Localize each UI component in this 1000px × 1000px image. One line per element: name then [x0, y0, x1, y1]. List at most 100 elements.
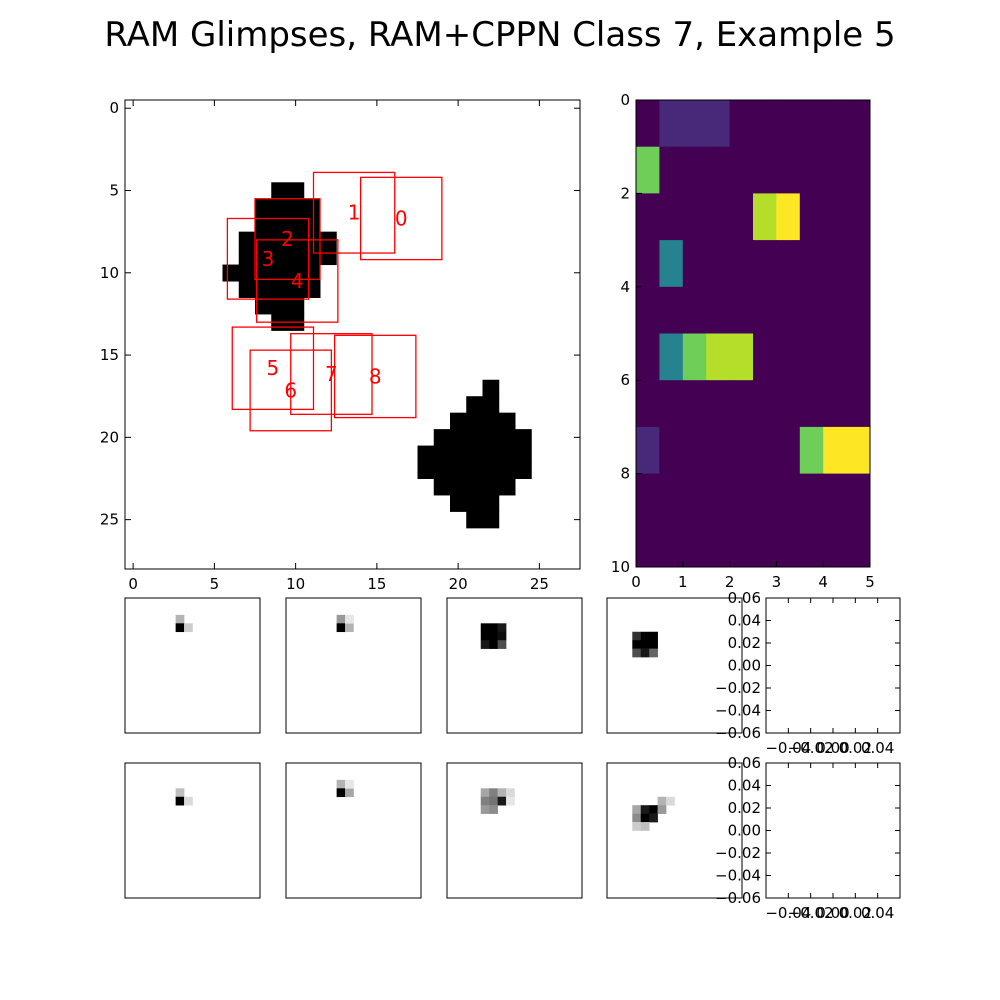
glimpse-label-1: 1 [348, 201, 361, 225]
activation-cell-4-4 [729, 286, 754, 334]
patch-pixel-5 [497, 796, 507, 806]
patch-pixel-3 [480, 631, 490, 641]
patch-bg [125, 598, 260, 733]
patch-pixel-8 [649, 648, 658, 658]
activation-cell-2-8 [823, 193, 848, 241]
empty-x-tick-label-2: 0.00 [816, 904, 849, 922]
x-tick-label-25: 25 [530, 575, 549, 593]
y-tick-label-20: 20 [100, 428, 119, 446]
activation-cell-5-1 [659, 333, 684, 381]
activation-cell-3-5 [753, 240, 777, 288]
patch-pixel-0 [336, 779, 346, 789]
activation-cell-8-1 [659, 473, 684, 521]
patch-0-3 [606, 597, 743, 734]
activation-cell-5-2 [682, 333, 707, 381]
activation-cell-9-5 [753, 520, 777, 568]
patch-pixel-2 [649, 805, 658, 814]
patch-pixel-1 [175, 796, 185, 806]
activation-cell-0-5 [753, 100, 777, 148]
activation-cell-2-2 [682, 193, 707, 241]
activation-cell-0-2 [682, 100, 707, 148]
patch-pixel-6 [480, 805, 490, 814]
activation-cell-3-2 [682, 240, 707, 288]
patch-frame [285, 762, 422, 899]
activation-cell-6-4 [729, 380, 754, 428]
shape-0-row-4 [238, 248, 337, 266]
patch-pixel-1 [640, 805, 650, 814]
patch-pixel-5 [649, 640, 658, 649]
shape-0-row-5 [222, 264, 321, 282]
act-y-tick-label-2: 2 [620, 184, 630, 202]
activation-cell-0-0 [636, 100, 660, 148]
act-x-tick-label-1: 1 [678, 573, 688, 591]
activation-cell-6-1 [659, 380, 684, 428]
act-x-tick-label-5: 5 [865, 573, 875, 591]
shape-1-row-4 [417, 445, 532, 463]
activation-cell-4-0 [636, 286, 660, 334]
shape-1-row-0 [482, 379, 500, 397]
y-tick-label-0: 0 [109, 99, 119, 117]
patch-pixel-7 [489, 805, 498, 814]
patch-pixel-0 [632, 631, 642, 641]
activation-cell-1-8 [823, 146, 848, 194]
empty-y-tick-label-5: −0.04 [715, 867, 761, 885]
activation-cell-0-7 [799, 100, 824, 148]
patch-pixel-1 [640, 631, 650, 641]
glimpse-box-7 [290, 333, 373, 415]
patch-pixel-2 [184, 623, 193, 633]
activation-cell-0-1 [659, 100, 684, 148]
shape-0-row-1 [255, 198, 321, 216]
activation-cell-9-4 [729, 520, 754, 568]
empty-x-tick-label-4: 0.04 [861, 904, 894, 922]
glimpse-label-4: 4 [291, 269, 304, 293]
empty-y-tick-label-0: 0.06 [728, 754, 761, 772]
shape-1-row-7 [450, 494, 500, 512]
activation-cell-7-6 [776, 426, 801, 475]
empty-y-tick-label-1: 0.04 [728, 612, 761, 630]
activation-cell-6-6 [776, 380, 801, 428]
empty-axes-1: −0.04−0.020.000.020.040.060.040.020.00−0… [715, 754, 901, 922]
shape-0-row-0 [271, 182, 305, 200]
empty-axes: −0.04−0.020.000.020.040.060.040.020.00−0… [715, 589, 901, 922]
activation-cell-2-1 [659, 193, 684, 241]
patch-pixel-7 [640, 648, 650, 658]
activation-cell-5-3 [706, 333, 731, 381]
activation-cell-9-6 [776, 520, 801, 568]
act-y-tick-label-6: 6 [620, 371, 630, 389]
activation-cell-3-7 [799, 240, 824, 288]
activation-cell-3-6 [776, 240, 801, 288]
patch-pixel-2 [649, 631, 658, 641]
patch-frame [124, 597, 261, 734]
glimpse-box-5 [231, 326, 315, 411]
activation-cell-7-5 [753, 426, 777, 475]
x-tick-label-20: 20 [449, 575, 468, 593]
shape-1-row-2 [450, 412, 516, 430]
activation-cell-4-1 [659, 286, 684, 334]
patch-pixel-1 [489, 623, 498, 633]
activation-cell-9-8 [823, 520, 848, 568]
empty-y-tick-label-0: 0.06 [728, 589, 761, 607]
activation-cell-6-0 [636, 380, 660, 428]
shape-1-row-6 [433, 478, 516, 496]
activation-cell-3-1 [659, 240, 684, 288]
activation-cell-1-3 [706, 146, 731, 194]
empty-x-tick-label-3: 0.02 [839, 904, 872, 922]
patch-pixel-8 [506, 788, 515, 798]
y-tick-label-5: 5 [109, 182, 119, 200]
glimpse-patches [124, 597, 743, 899]
patch-pixel-5 [649, 813, 658, 823]
empty-axes-frame [765, 762, 901, 899]
activation-cell-9-0 [636, 520, 660, 568]
activation-cell-1-5 [753, 146, 777, 194]
x-tick-label-15: 15 [367, 575, 386, 593]
act-y-tick-label-8: 8 [620, 465, 630, 483]
shape-1-row-8 [466, 511, 500, 529]
patch-pixel-0 [632, 805, 642, 814]
activation-cell-9-1 [659, 520, 684, 568]
patch-bg [607, 598, 742, 733]
activation-cell-6-5 [753, 380, 777, 428]
shape-0-row-6 [238, 281, 321, 298]
activation-cell-1-9 [846, 146, 871, 194]
